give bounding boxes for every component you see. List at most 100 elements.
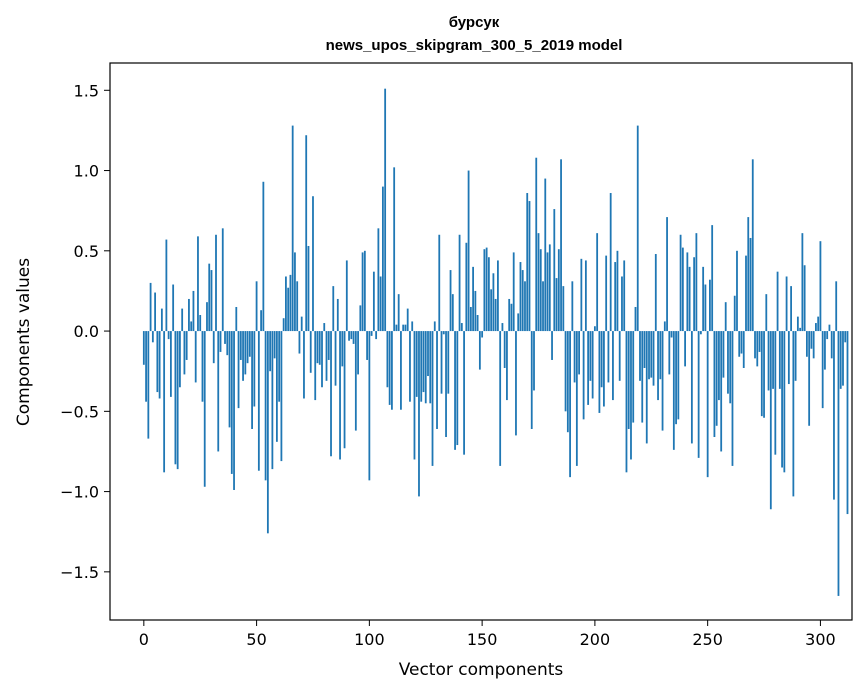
bar <box>472 266 474 332</box>
bar <box>422 331 425 393</box>
bar <box>672 331 675 450</box>
bar <box>275 331 278 442</box>
bar <box>772 331 774 389</box>
bar <box>492 273 495 332</box>
bar <box>262 181 265 332</box>
bar <box>623 260 626 332</box>
bar <box>154 292 156 332</box>
bar <box>776 271 779 332</box>
bar <box>533 331 535 391</box>
bar <box>724 302 727 332</box>
bar <box>519 262 522 332</box>
bar <box>203 331 206 487</box>
x-tick-label: 250 <box>692 630 723 649</box>
bar <box>334 331 337 386</box>
bar <box>260 310 262 332</box>
bar <box>517 313 520 332</box>
bar <box>451 294 454 332</box>
bar <box>560 159 562 332</box>
bar <box>219 331 222 352</box>
bar <box>706 331 709 478</box>
bar <box>465 242 468 332</box>
bar <box>582 331 585 420</box>
bar <box>485 247 488 332</box>
bar <box>447 331 450 394</box>
bar <box>350 331 353 340</box>
x-tick-label: 50 <box>246 630 266 649</box>
bar <box>542 281 544 332</box>
bar <box>246 331 249 364</box>
bar <box>181 308 184 332</box>
bar <box>212 331 215 364</box>
bar <box>494 298 497 332</box>
bar <box>596 233 599 332</box>
bar <box>828 324 831 332</box>
bar <box>206 302 208 332</box>
bar <box>580 258 583 332</box>
bar <box>307 245 310 332</box>
bar <box>760 331 763 417</box>
bar <box>699 331 702 335</box>
bar <box>571 281 574 332</box>
bar <box>555 278 558 332</box>
bar <box>429 331 432 404</box>
bar <box>149 282 152 332</box>
bar <box>224 331 226 344</box>
bar <box>413 331 416 460</box>
bar <box>600 331 603 388</box>
bar <box>499 331 502 466</box>
bar <box>846 331 849 515</box>
bar <box>483 249 486 332</box>
bar <box>747 217 750 332</box>
bar <box>679 234 682 332</box>
bar <box>386 331 389 388</box>
bar <box>436 331 438 429</box>
bar <box>569 331 571 478</box>
bar <box>460 323 463 332</box>
bar <box>695 233 698 332</box>
x-tick-label: 200 <box>580 630 611 649</box>
bar <box>587 331 590 405</box>
bar <box>564 331 567 412</box>
y-tick-label: −1.0 <box>60 483 99 502</box>
bar <box>812 331 815 359</box>
bar <box>801 233 804 332</box>
bar <box>303 331 305 399</box>
bar <box>650 331 653 378</box>
bar <box>395 324 398 332</box>
bar <box>379 276 382 332</box>
bar <box>787 331 790 385</box>
bar <box>794 331 797 381</box>
y-axis-label: Components values <box>14 258 34 426</box>
bar <box>659 331 662 380</box>
bar <box>348 331 350 341</box>
bar <box>598 331 601 413</box>
bar <box>264 331 267 481</box>
bar <box>693 257 696 332</box>
bar <box>345 260 348 332</box>
bar <box>792 331 795 497</box>
bar <box>670 331 673 338</box>
bar <box>294 252 296 332</box>
bar <box>805 331 808 357</box>
bar <box>625 331 628 473</box>
bar <box>400 331 402 410</box>
bar <box>803 265 806 332</box>
bar <box>609 193 612 332</box>
bar <box>314 331 317 401</box>
bar <box>765 294 768 332</box>
bar <box>526 193 529 332</box>
bar <box>199 315 202 332</box>
bar <box>634 306 637 332</box>
bar <box>648 331 650 380</box>
bar <box>253 331 256 407</box>
bar <box>627 331 630 429</box>
x-axis-ticks: 0 50 100 150 200 250 300 <box>139 620 836 649</box>
y-axis-ticks: −1.5 −1.0 −0.5 0.0 0.5 1.0 1.5 <box>60 81 110 582</box>
bar <box>316 331 319 364</box>
bar <box>239 331 242 360</box>
bar <box>675 331 677 425</box>
bar <box>733 295 736 332</box>
bar <box>573 331 576 383</box>
bar <box>749 237 752 332</box>
